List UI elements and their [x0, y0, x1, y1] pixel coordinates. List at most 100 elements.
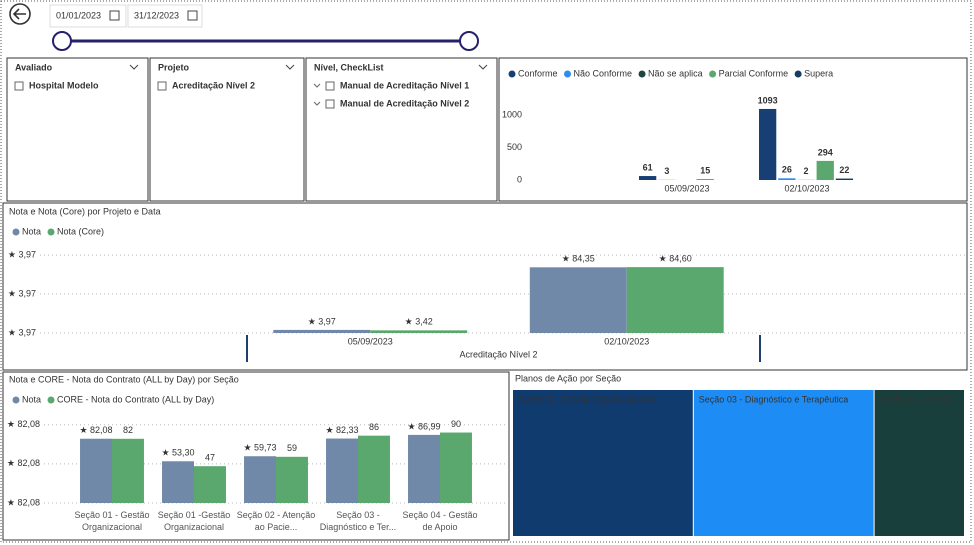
bar — [626, 267, 724, 333]
bar — [408, 434, 440, 503]
legend-marker — [794, 70, 802, 78]
bar — [759, 108, 777, 180]
data-label: 294 — [818, 147, 833, 157]
data-label: 90 — [451, 419, 461, 429]
data-label: 2 — [804, 166, 809, 176]
legend-marker — [47, 396, 55, 404]
x-tick-label: 05/09/2023 — [664, 183, 709, 193]
data-label: 3 — [664, 166, 669, 176]
x-tick-label: 02/10/2023 — [604, 336, 649, 346]
data-label: ★ 59,73 — [243, 443, 276, 453]
x-tick-label: Seção 01 -Gestão Organizacional — [157, 510, 231, 532]
y-tick-label: ★ 82,08 — [7, 419, 40, 429]
data-label: 26 — [782, 165, 792, 175]
bar — [244, 456, 276, 503]
legend-label: Nota — [22, 394, 41, 404]
treemap-tile[interactable] — [513, 390, 693, 536]
legend-marker — [638, 70, 646, 78]
slicer-item[interactable]: Manual de Acreditação Nível 2 — [340, 98, 469, 108]
data-label: ★ 53,30 — [161, 448, 194, 458]
treemap-tile[interactable] — [874, 390, 964, 536]
data-label: 22 — [839, 165, 849, 175]
bar — [80, 438, 112, 503]
date-start-box[interactable] — [49, 4, 127, 28]
legend-marker — [709, 70, 717, 78]
panel — [2, 371, 510, 541]
legend-marker — [47, 228, 55, 236]
slicer-chevron — [129, 64, 139, 70]
data-label: ★ 86,99 — [407, 421, 440, 431]
panel — [498, 57, 968, 202]
legend-marker — [508, 70, 516, 78]
bar — [326, 438, 358, 503]
slicer-title: Projeto — [158, 62, 190, 72]
data-label: 61 — [643, 162, 653, 172]
chart-title: Nota e CORE - Nota do Contrato (ALL by D… — [9, 374, 239, 384]
bar — [276, 456, 308, 503]
slider-handle[interactable] — [459, 31, 479, 51]
data-label: 1093 — [758, 95, 778, 105]
bar — [273, 329, 371, 333]
legend-label: Não Conforme — [574, 68, 633, 78]
group-label: Acreditação Nível 2 — [459, 349, 537, 359]
slicer-item[interactable]: Hospital Modelo — [29, 80, 99, 90]
slider-handle[interactable] — [52, 31, 72, 51]
data-label: 59 — [287, 443, 297, 453]
data-label: 86 — [369, 422, 379, 432]
data-label: ★ 3,42 — [405, 317, 433, 327]
back-button[interactable] — [9, 3, 31, 25]
y-tick-label: 1000 — [502, 109, 522, 119]
slicer-chevron — [478, 64, 488, 70]
checkbox[interactable] — [325, 81, 335, 91]
expand-chevron — [313, 83, 321, 88]
legend-label: Não se aplica — [648, 68, 703, 78]
data-label: ★ 84,35 — [562, 254, 595, 264]
bar — [696, 179, 714, 180]
data-label: ★ 82,33 — [325, 425, 358, 435]
treemap-tile[interactable] — [693, 390, 874, 536]
bar — [529, 267, 627, 333]
legend-label: Nota — [22, 226, 41, 236]
treemap-label: Seção 01 -Gestão Organizacional — [518, 394, 653, 404]
back-circle — [9, 3, 31, 25]
legend-marker — [564, 70, 572, 78]
panel — [6, 57, 149, 202]
x-tick-label: Seção 02 - Atenção ao Pacie... — [236, 510, 316, 532]
y-tick-label: ★ 82,08 — [7, 458, 40, 468]
legend-label: Nota (Core) — [57, 226, 104, 236]
data-label: 15 — [700, 165, 710, 175]
calendar-icon — [109, 10, 120, 21]
expand-chevron — [313, 101, 321, 106]
data-label: ★ 3,97 — [308, 316, 336, 326]
checkbox[interactable] — [325, 99, 335, 109]
legend-label: Supera — [804, 68, 833, 78]
checkbox[interactable] — [14, 81, 24, 91]
x-tick-label: Seção 04 - Gestão de Apoio — [402, 510, 478, 532]
slicer-item[interactable]: Manual de Acreditação Nível 1 — [340, 80, 469, 90]
legend-marker — [12, 396, 20, 404]
chart-title: Planos de Ação por Seção — [515, 373, 621, 383]
date-end-box[interactable] — [127, 4, 203, 28]
bar — [639, 176, 657, 180]
x-tick-label: Seção 03 - Diagnóstico e Ter... — [319, 510, 397, 532]
legend-marker — [12, 228, 20, 236]
bar — [358, 435, 390, 503]
bar — [370, 330, 468, 333]
checkbox[interactable] — [157, 81, 167, 91]
back-arrow — [12, 8, 26, 20]
treemap-label: Seção 03 - Diagnóstico e Terapêutica — [699, 394, 848, 404]
slicer-chevron — [285, 64, 295, 70]
slicer-title: Avaliado — [15, 62, 53, 72]
y-tick-label: ★ 82,08 — [7, 497, 40, 507]
date-start: 01/01/2023 — [56, 10, 101, 20]
y-tick-label: ★ 3,97 — [8, 288, 36, 298]
x-tick-label: 05/09/2023 — [348, 336, 393, 346]
slicer-item[interactable]: Acreditação Nível 2 — [172, 80, 255, 90]
chart-title: Nota e Nota (Core) por Projeto e Data — [9, 206, 161, 216]
bar — [162, 461, 194, 503]
bar — [194, 466, 226, 503]
bar — [835, 178, 854, 180]
panel — [149, 57, 305, 202]
